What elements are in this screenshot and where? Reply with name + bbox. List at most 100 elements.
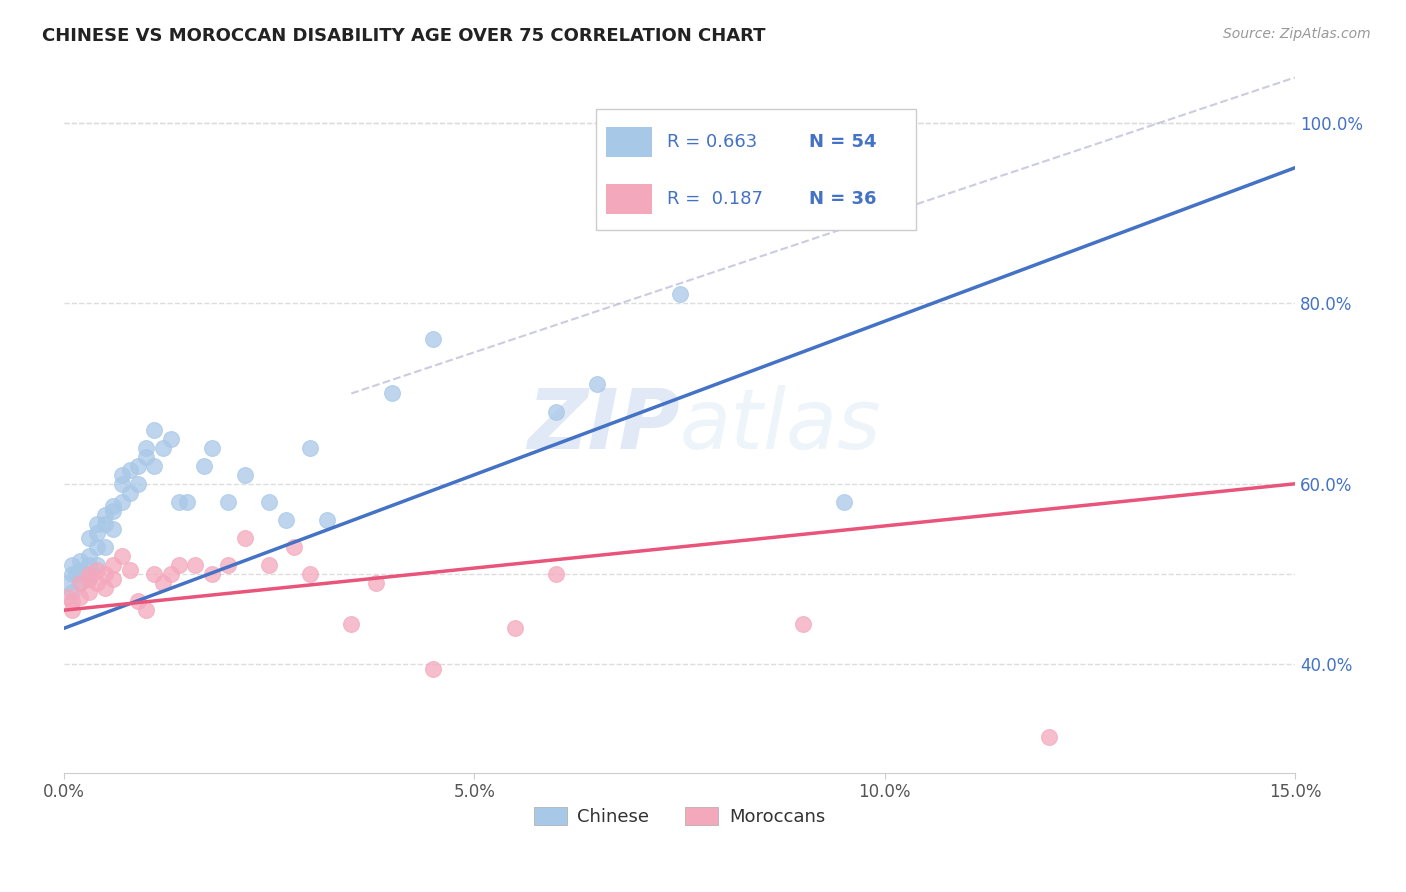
Point (143, 423, 166, 437)
Point (77, 558, 100, 572)
Point (103, 504, 125, 518)
Point (299, 567, 322, 582)
Point (257, 495, 280, 509)
Point (77, 567, 100, 582)
Point (167, 558, 190, 572)
Text: R =  0.187: R = 0.187 (668, 190, 763, 208)
Point (152, 576, 174, 591)
Point (127, 594, 149, 608)
FancyBboxPatch shape (606, 127, 652, 157)
Point (77, 572, 100, 586)
Point (340, 616, 363, 631)
Point (422, 662, 444, 676)
Point (77, 585, 100, 599)
Point (422, 332, 444, 346)
Point (217, 558, 239, 572)
Point (283, 540, 305, 554)
Point (60, 585, 83, 599)
Point (110, 476, 132, 491)
Point (152, 441, 174, 455)
Point (94, 581, 117, 595)
Point (586, 377, 609, 392)
Point (193, 458, 215, 473)
Point (56, 576, 79, 591)
Point (233, 531, 256, 545)
Point (103, 572, 125, 586)
Point (127, 458, 149, 473)
Point (86, 517, 108, 532)
Point (69, 567, 91, 582)
Point (86, 540, 108, 554)
Point (69, 576, 91, 591)
Point (86, 563, 108, 577)
Point (315, 513, 337, 527)
Point (832, 495, 855, 509)
Point (364, 576, 387, 591)
Point (1038, 730, 1060, 744)
Point (184, 558, 207, 572)
Point (60, 603, 83, 617)
Point (86, 526, 108, 541)
Text: CHINESE VS MOROCCAN DISABILITY AGE OVER 75 CORRELATION CHART: CHINESE VS MOROCCAN DISABILITY AGE OVER … (42, 27, 766, 45)
Point (217, 495, 239, 509)
Point (110, 495, 132, 509)
Point (135, 603, 157, 617)
Point (77, 549, 100, 563)
Point (159, 432, 181, 446)
Point (668, 287, 690, 301)
Point (274, 513, 297, 527)
Point (127, 476, 149, 491)
Point (135, 441, 157, 455)
Point (167, 495, 190, 509)
Point (60, 567, 83, 582)
Point (546, 404, 568, 418)
Text: R = 0.663: R = 0.663 (668, 133, 758, 151)
Point (505, 621, 527, 635)
Point (103, 558, 125, 572)
Point (201, 567, 224, 582)
Point (77, 567, 100, 582)
Point (381, 386, 404, 401)
Point (299, 441, 322, 455)
Text: N = 54: N = 54 (808, 133, 876, 151)
Point (56, 590, 79, 604)
Point (103, 522, 125, 536)
Point (86, 558, 108, 572)
Point (792, 616, 814, 631)
Point (118, 485, 141, 500)
Point (69, 590, 91, 604)
Point (546, 567, 568, 582)
Point (60, 558, 83, 572)
Point (65, 567, 87, 582)
Point (69, 553, 91, 567)
Point (94, 517, 117, 532)
Point (86, 576, 108, 591)
Point (233, 467, 256, 482)
Point (159, 567, 181, 582)
Point (77, 572, 100, 586)
FancyBboxPatch shape (606, 184, 652, 214)
Point (201, 441, 224, 455)
Point (135, 450, 157, 464)
Point (143, 458, 166, 473)
Point (110, 467, 132, 482)
Point (257, 558, 280, 572)
Point (94, 540, 117, 554)
Point (94, 508, 117, 523)
Text: N = 36: N = 36 (808, 190, 876, 208)
Point (118, 563, 141, 577)
Legend: Chinese, Moroccans: Chinese, Moroccans (527, 799, 832, 833)
Point (110, 549, 132, 563)
Point (69, 563, 91, 577)
Point (176, 495, 198, 509)
Point (94, 567, 117, 582)
Point (77, 531, 100, 545)
Point (143, 567, 166, 582)
FancyBboxPatch shape (596, 109, 915, 230)
Text: Source: ZipAtlas.com: Source: ZipAtlas.com (1223, 27, 1371, 41)
Point (103, 500, 125, 514)
Text: atlas: atlas (679, 384, 882, 466)
Point (792, 152, 814, 166)
Point (69, 576, 91, 591)
Text: ZIP: ZIP (527, 384, 679, 466)
